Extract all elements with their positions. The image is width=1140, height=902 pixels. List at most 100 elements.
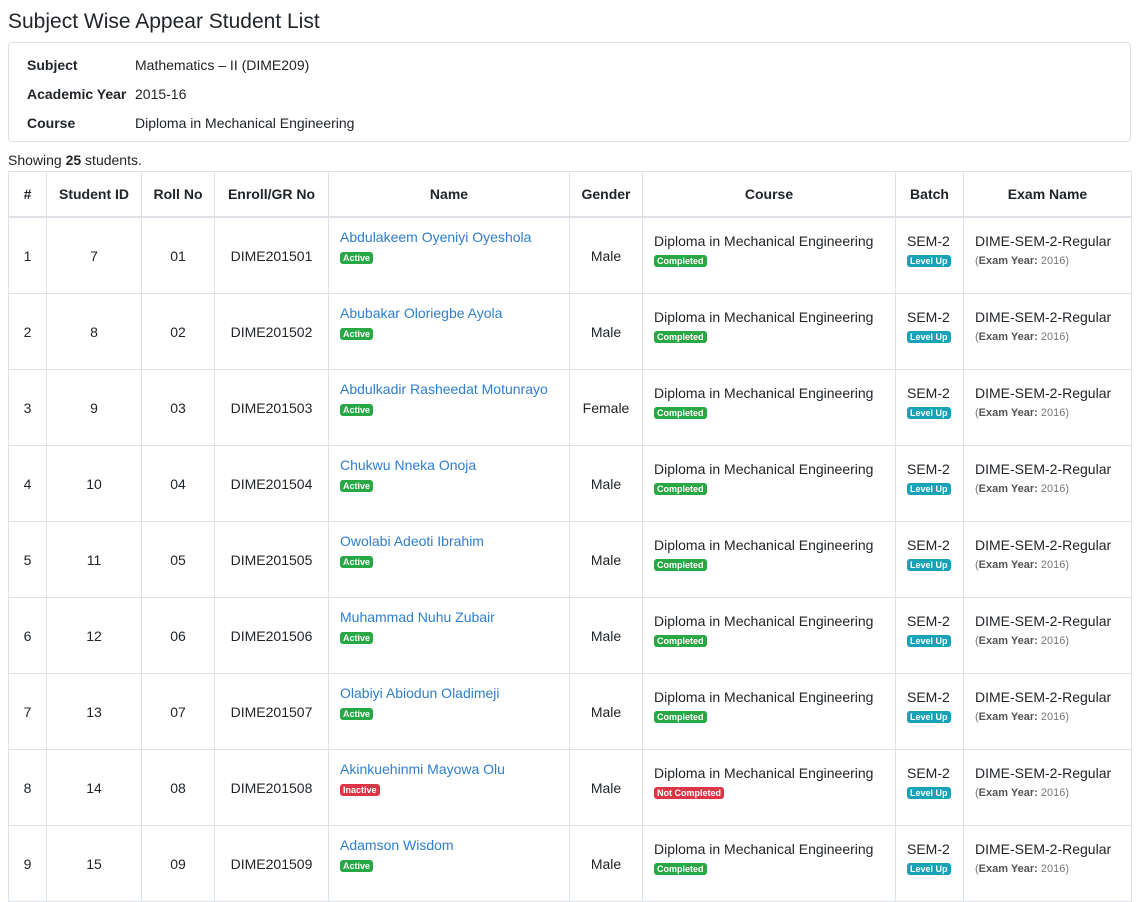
info-value: Mathematics – II (DIME209)	[135, 57, 310, 73]
gender: Male	[569, 293, 643, 370]
column-header: Batch	[895, 171, 964, 218]
enroll-no: DIME201505	[214, 521, 329, 598]
course-status-badge: Completed	[654, 559, 707, 571]
exam-name: DIME-SEM-2-Regular	[975, 385, 1112, 401]
info-value: Diploma in Mechanical Engineering	[135, 115, 355, 131]
enroll-no: DIME201504	[214, 445, 329, 522]
exam-cell: DIME-SEM-2-Regular (Exam Year: 2016)	[963, 673, 1132, 750]
gender: Male	[569, 445, 643, 522]
gender: Male	[569, 216, 643, 294]
column-header: Student ID	[46, 171, 142, 218]
course-name: Diploma in Mechanical Engineering	[654, 385, 874, 401]
student-name-link[interactable]: Olabiyi Abiodun Oladimeji	[340, 685, 500, 701]
table-row: 6 12 06 DIME201506 Muhammad Nuhu Zubair Activ…	[8, 597, 1132, 674]
exam-cell: DIME-SEM-2-Regular (Exam Year: 2016)	[963, 445, 1132, 522]
course-name: Diploma in Mechanical Engineering	[654, 309, 874, 325]
student-name-link[interactable]: Adamson Wisdom	[340, 837, 454, 853]
student-status-badge: Active	[340, 556, 374, 568]
info-label: Subject	[27, 57, 78, 73]
student-id: 15	[46, 825, 142, 902]
student-name-link[interactable]: Chukwu Nneka Onoja	[340, 457, 477, 473]
exam-year-value: 2016	[1040, 863, 1066, 875]
student-status-badge: Active	[340, 860, 374, 872]
course-cell: Diploma in Mechanical Engineering Complet…	[642, 293, 896, 370]
table-row: 5 11 05 DIME201505 Owolabi Adeoti Ibrahim Act…	[8, 521, 1132, 598]
enroll-no: DIME201501	[214, 216, 329, 294]
exam-year: (Exam Year: 2016)	[975, 331, 1070, 343]
level-up-badge: Level Up	[907, 483, 951, 495]
column-header: Name	[328, 171, 570, 218]
showing-count-text: Showing 25 students.	[8, 150, 1132, 171]
table-row: 1 7 01 DIME201501 Abdulakeem Oyeniyi Oyeshol…	[8, 216, 1132, 294]
info-row-subject: Subject Mathematics – II (DIME209)	[27, 53, 1112, 82]
info-row-academic-year: Academic Year 2015-16	[27, 82, 1112, 111]
roll-no: 04	[141, 445, 215, 522]
student-id: 9	[46, 369, 142, 446]
course-cell: Diploma in Mechanical Engineering Complet…	[642, 216, 896, 294]
name-cell: Owolabi Adeoti Ibrahim Active	[328, 521, 570, 598]
name-cell: Chukwu Nneka Onoja Active	[328, 445, 570, 522]
exam-name: DIME-SEM-2-Regular	[975, 765, 1112, 781]
name-cell: Adamson Wisdom Active	[328, 825, 570, 902]
batch-cell: SEM-2 Level Up	[895, 825, 964, 902]
batch-cell: SEM-2 Level Up	[895, 445, 964, 522]
exam-year-label: Exam Year:	[978, 559, 1038, 571]
course-cell: Diploma in Mechanical Engineering Complet…	[642, 445, 896, 522]
exam-name: DIME-SEM-2-Regular	[975, 537, 1112, 553]
student-status-badge: Active	[340, 632, 374, 644]
exam-year: (Exam Year: 2016)	[975, 407, 1070, 419]
exam-year-label: Exam Year:	[978, 635, 1038, 647]
student-name-link[interactable]: Abdulkadir Rasheedat Motunrayo	[340, 381, 548, 397]
exam-year-value: 2016	[1040, 483, 1066, 495]
batch-cell: SEM-2 Level Up	[895, 521, 964, 598]
student-status-badge: Active	[340, 708, 374, 720]
exam-name: DIME-SEM-2-Regular	[975, 233, 1112, 249]
student-name-link[interactable]: Abdulakeem Oyeniyi Oyeshola	[340, 229, 532, 245]
roll-no: 07	[141, 673, 215, 750]
student-status-badge: Active	[340, 252, 374, 264]
course-name: Diploma in Mechanical Engineering	[654, 689, 874, 705]
roll-no: 09	[141, 825, 215, 902]
gender: Male	[569, 673, 643, 750]
name-cell: Olabiyi Abiodun Oladimeji Active	[328, 673, 570, 750]
column-header: Roll No	[141, 171, 215, 218]
exam-name: DIME-SEM-2-Regular	[975, 461, 1112, 477]
student-name-link[interactable]: Abubakar Oloriegbe Ayola	[340, 305, 503, 321]
row-number: 3	[8, 369, 47, 446]
course-cell: Diploma in Mechanical Engineering Complet…	[642, 521, 896, 598]
column-header: Gender	[569, 171, 643, 218]
student-id: 10	[46, 445, 142, 522]
exam-year: (Exam Year: 2016)	[975, 255, 1070, 267]
roll-no: 01	[141, 216, 215, 294]
student-id: 13	[46, 673, 142, 750]
info-row-course: Course Diploma in Mechanical Engineering	[27, 111, 1112, 140]
student-name-link[interactable]: Muhammad Nuhu Zubair	[340, 609, 495, 625]
exam-year: (Exam Year: 2016)	[975, 787, 1070, 799]
exam-year-value: 2016	[1040, 787, 1066, 799]
exam-year-label: Exam Year:	[978, 711, 1038, 723]
showing-suffix: students.	[81, 152, 142, 168]
gender: Male	[569, 825, 643, 902]
course-cell: Diploma in Mechanical Engineering Complet…	[642, 825, 896, 902]
exam-year: (Exam Year: 2016)	[975, 711, 1070, 723]
row-number: 2	[8, 293, 47, 370]
batch-cell: SEM-2 Level Up	[895, 216, 964, 294]
course-status-badge: Completed	[654, 407, 707, 419]
enroll-no: DIME201506	[214, 597, 329, 674]
exam-year-label: Exam Year:	[978, 331, 1038, 343]
student-status-badge: Active	[340, 480, 374, 492]
batch-name: SEM-2	[907, 841, 950, 857]
info-value: 2015-16	[135, 86, 187, 102]
course-cell: Diploma in Mechanical Engineering Complet…	[642, 369, 896, 446]
table-body: 1 7 01 DIME201501 Abdulakeem Oyeniyi Oyeshol…	[8, 216, 1132, 902]
exam-year-value: 2016	[1040, 331, 1066, 343]
exam-year-value: 2016	[1040, 635, 1066, 647]
student-name-link[interactable]: Owolabi Adeoti Ibrahim	[340, 533, 484, 549]
exam-cell: DIME-SEM-2-Regular (Exam Year: 2016)	[963, 216, 1132, 294]
name-cell: Muhammad Nuhu Zubair Active	[328, 597, 570, 674]
batch-cell: SEM-2 Level Up	[895, 369, 964, 446]
exam-name: DIME-SEM-2-Regular	[975, 613, 1112, 629]
exam-year: (Exam Year: 2016)	[975, 559, 1070, 571]
course-name: Diploma in Mechanical Engineering	[654, 765, 874, 781]
student-name-link[interactable]: Akinkuehinmi Mayowa Olu	[340, 761, 505, 777]
